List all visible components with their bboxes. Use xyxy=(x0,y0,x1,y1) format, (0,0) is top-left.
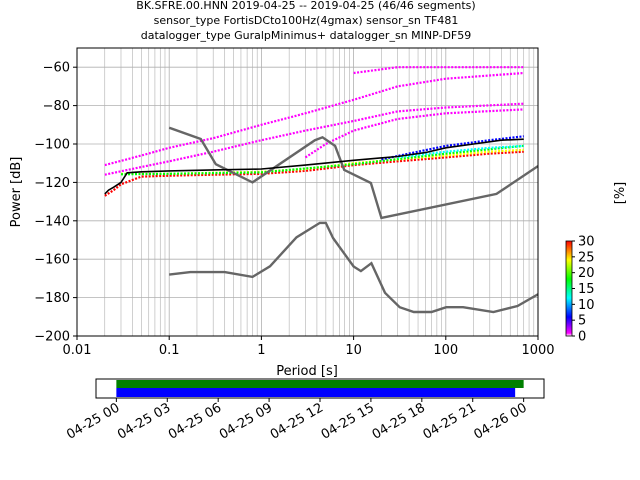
density-band-5 xyxy=(120,144,524,176)
y-tick-label: −200 xyxy=(34,330,70,345)
y-tick-label: −160 xyxy=(34,253,70,268)
x-tick-label: 10 xyxy=(345,343,362,358)
y-axis-ticks: −200 −180 −160 −140 −120 −100 −80 −60 xyxy=(34,61,77,345)
timeline-tick-label: 04-25 03 xyxy=(115,400,173,442)
y-tick-label: −180 xyxy=(34,291,70,306)
colorbar-gradient xyxy=(565,240,573,337)
noise-model-line xyxy=(169,221,538,314)
timeline-bars xyxy=(116,380,524,397)
x-tick-label: 100 xyxy=(433,343,458,358)
colorbar-tick-label: 25 xyxy=(578,250,595,265)
y-tick-label: −120 xyxy=(34,176,70,191)
colorbar-tick-label: 10 xyxy=(578,298,595,313)
density-band-11 xyxy=(353,66,524,75)
x-tick-label: 1000 xyxy=(521,343,554,358)
colorbar-label: [%] xyxy=(613,182,628,205)
mean-psd-line xyxy=(104,138,524,195)
y-tick-label: −100 xyxy=(34,138,70,153)
psd-lines-layer xyxy=(104,126,538,314)
colorbar-tick-label: 15 xyxy=(578,282,595,297)
timeline-tick-label: 04-26 00 xyxy=(472,400,530,442)
timeline-tick-label: 04-25 09 xyxy=(217,400,275,442)
x-axis-label: Period [s] xyxy=(276,364,338,379)
figure-title-line-1: BK.SFRE.00.HNN 2019-04-25 -- 2019-04-25 … xyxy=(136,0,475,12)
plot-grid xyxy=(76,48,538,337)
psd-plot-area: 0.01 0.1 1 10 100 1000 −200 −180 −160 −140 −120 −1… xyxy=(9,47,555,379)
density-band-3 xyxy=(104,150,524,197)
colorbar-tick-label: 20 xyxy=(578,266,595,281)
density-band-7 xyxy=(381,135,524,161)
plot-frame xyxy=(76,47,539,337)
psd-density-layer xyxy=(104,66,524,197)
y-tick-label: −140 xyxy=(34,214,70,229)
y-tick-label: −80 xyxy=(43,99,70,114)
timeline-bar-0 xyxy=(116,380,524,388)
y-axis-label: Power [dB] xyxy=(9,157,24,228)
timeline-tick-label: 04-25 18 xyxy=(370,400,428,442)
colorbar-tick-label: 30 xyxy=(578,235,595,250)
timeline-tick-label: 04-25 15 xyxy=(319,400,377,442)
x-tick-label: 0.01 xyxy=(63,343,92,358)
colorbar-tick-label: 5 xyxy=(578,314,586,329)
timeline-tick-label: 04-25 12 xyxy=(268,400,326,442)
timeline-tick-label: 04-25 06 xyxy=(166,400,224,442)
y-tick-label: −60 xyxy=(43,61,70,76)
x-axis-ticks: 0.01 0.1 1 10 100 1000 xyxy=(63,336,555,358)
colorbar-tick-label: 0 xyxy=(578,330,586,345)
density-band-8 xyxy=(104,102,524,176)
timeline-bar-1 xyxy=(116,388,516,397)
density-band-6 xyxy=(397,144,524,159)
figure-title-line-3: datalogger_type GuralpMinimus+ datalogge… xyxy=(141,29,472,42)
figure-title-line-2: sensor_type FortisDCto100Hz(4gmax) senso… xyxy=(154,14,459,27)
timeline-tick-label: 04-25 00 xyxy=(64,400,122,442)
x-tick-label: 1 xyxy=(257,343,265,358)
noise-model-line xyxy=(168,126,538,220)
timeline-tick-label: 04-25 21 xyxy=(421,400,479,442)
x-tick-label: 0.1 xyxy=(159,343,180,358)
density-band-10 xyxy=(304,108,524,159)
